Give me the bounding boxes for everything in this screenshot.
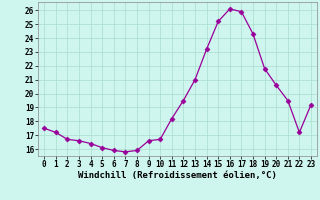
X-axis label: Windchill (Refroidissement éolien,°C): Windchill (Refroidissement éolien,°C) [78, 171, 277, 180]
